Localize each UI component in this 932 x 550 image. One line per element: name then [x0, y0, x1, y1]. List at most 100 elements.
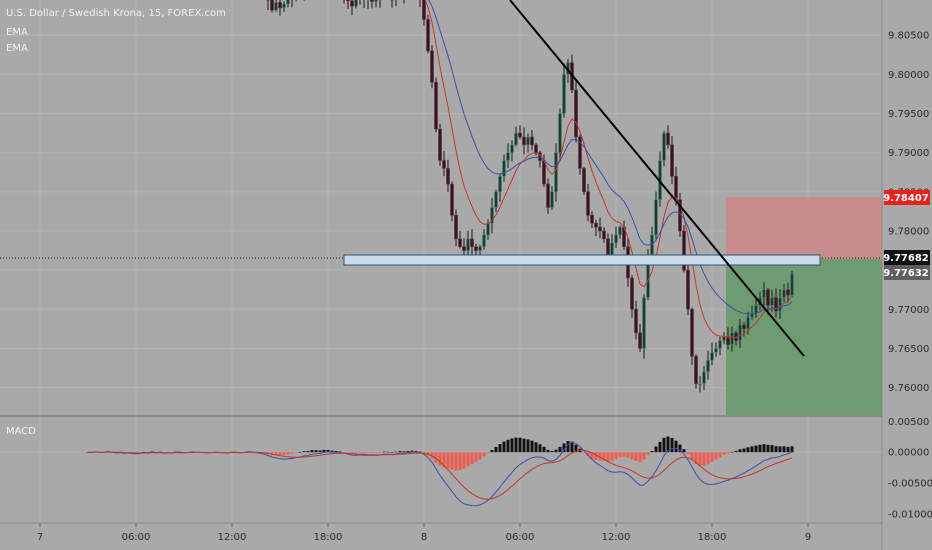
candle-body [490, 207, 494, 224]
candle-body [686, 269, 690, 310]
macd-histogram-bar [290, 452, 294, 454]
macd-histogram-bar [650, 451, 654, 453]
macd-histogram-bar [754, 445, 758, 453]
macd-histogram-bar [398, 451, 402, 453]
macd-histogram-bar [638, 452, 642, 463]
macd-histogram-bar [634, 452, 638, 461]
macd-histogram-bar [710, 452, 714, 462]
macd-histogram-bar [566, 441, 570, 453]
price-tag-entry: 9.77632 [883, 265, 930, 280]
candle-body [690, 308, 694, 357]
macd-histogram-bar [370, 452, 374, 453]
candle-body [714, 348, 718, 353]
candle-body [518, 132, 522, 138]
candle-body [466, 238, 470, 251]
macd-histogram-bar [746, 447, 750, 453]
macd-axis[interactable]: 0.00500 0.00000 -0.00500 -0.01000 [888, 417, 932, 521]
candle-body [590, 215, 594, 224]
candle-body [470, 238, 474, 247]
candle-body [634, 308, 638, 334]
macd-histogram-bar [334, 451, 338, 453]
candle-body [614, 234, 618, 244]
candle-body [738, 324, 742, 341]
macd-histogram-bar [534, 442, 538, 453]
descending-trendline[interactable] [509, 0, 805, 357]
candle-body [754, 305, 758, 314]
macd-histogram-bar [366, 452, 370, 453]
time-tick-label: 06:00 [122, 532, 151, 543]
candle-body [618, 226, 622, 236]
macd-histogram-bar [722, 452, 726, 455]
symbol-title[interactable]: U.S. Dollar / Swedish Krona, 15, FOREX.c… [6, 8, 226, 19]
candle-body [530, 136, 534, 146]
macd-histogram-bar [718, 452, 722, 458]
macd-histogram-bar [526, 439, 530, 453]
candle-body [770, 297, 774, 306]
stop-loss-zone[interactable] [726, 197, 882, 259]
support-zone-rectangle[interactable] [343, 254, 821, 266]
macd-histogram-bar [630, 452, 634, 460]
macd-histogram-bar [282, 452, 286, 455]
macd-histogram-bar [310, 450, 314, 453]
macd-histogram-bar [498, 444, 502, 453]
candle-body [346, 0, 350, 2]
ema-legend-1[interactable]: EMA [6, 27, 28, 38]
macd-histogram-bar [490, 450, 494, 453]
candle-body [750, 312, 754, 318]
candle-body [526, 136, 530, 146]
candle-body [702, 371, 706, 384]
macd-histogram-bar [766, 444, 770, 453]
macd-histogram-bar [666, 436, 670, 453]
candle-body [598, 226, 602, 232]
macd-histogram-bar [502, 441, 506, 453]
candle-body [718, 340, 722, 349]
candle-body [550, 191, 554, 208]
candle-body [350, 0, 354, 7]
candle-body [630, 277, 634, 310]
macd-histogram-bar [742, 448, 746, 453]
candle-body [426, 19, 430, 52]
candle-body [778, 297, 782, 312]
candle-body [746, 316, 750, 330]
candle-body [446, 168, 450, 185]
macd-histogram-bar [354, 452, 358, 454]
macd-histogram-bar [450, 452, 454, 470]
macd-histogram-bar [686, 452, 690, 455]
time-tick-label: 18:00 [314, 532, 343, 543]
candle-body [278, 2, 282, 9]
macd-histogram-bar [326, 449, 330, 453]
candle-body [474, 246, 478, 251]
price-axis[interactable]: 9.805009.800009.795009.790009.785009.780… [888, 31, 929, 394]
time-tick-label: 9 [805, 532, 811, 543]
macd-histogram-bar [142, 451, 146, 453]
candle-body [462, 246, 466, 251]
macd-histogram-bar [586, 452, 590, 457]
time-axis[interactable]: 7 06:00 12:00 18:00 8 06:00 12:00 18:00 9 [37, 523, 811, 543]
candle-body [478, 246, 482, 251]
macd-histogram-bar [642, 452, 646, 460]
candle-body [594, 222, 598, 228]
candle-body [586, 191, 590, 216]
candle-body [602, 230, 606, 240]
ema-legend-2[interactable]: EMA [6, 43, 28, 54]
macd-histogram-bar [474, 452, 478, 462]
macd-histogram-bar [738, 449, 742, 453]
macd-histogram-bar [698, 452, 702, 466]
candle-body [422, 0, 426, 20]
macd-histogram-bar [138, 452, 142, 453]
macd-histogram-bar [306, 451, 310, 453]
macd-histogram-bar [146, 452, 150, 453]
macd-histogram-bar [546, 449, 550, 453]
macd-histogram-bar [678, 444, 682, 453]
macd-histogram-bar [654, 446, 658, 453]
macd-histogram-bar [346, 452, 350, 453]
macd-histogram-bar [382, 451, 386, 453]
macd-histogram-bar [386, 451, 390, 453]
candle-body [498, 175, 502, 193]
take-profit-zone[interactable] [726, 259, 882, 415]
macd-legend[interactable]: MACD [6, 426, 36, 437]
candle-body [574, 89, 578, 138]
price-tag-stop: 9.78407 [883, 190, 930, 205]
risk-reward-zones[interactable] [726, 197, 882, 415]
